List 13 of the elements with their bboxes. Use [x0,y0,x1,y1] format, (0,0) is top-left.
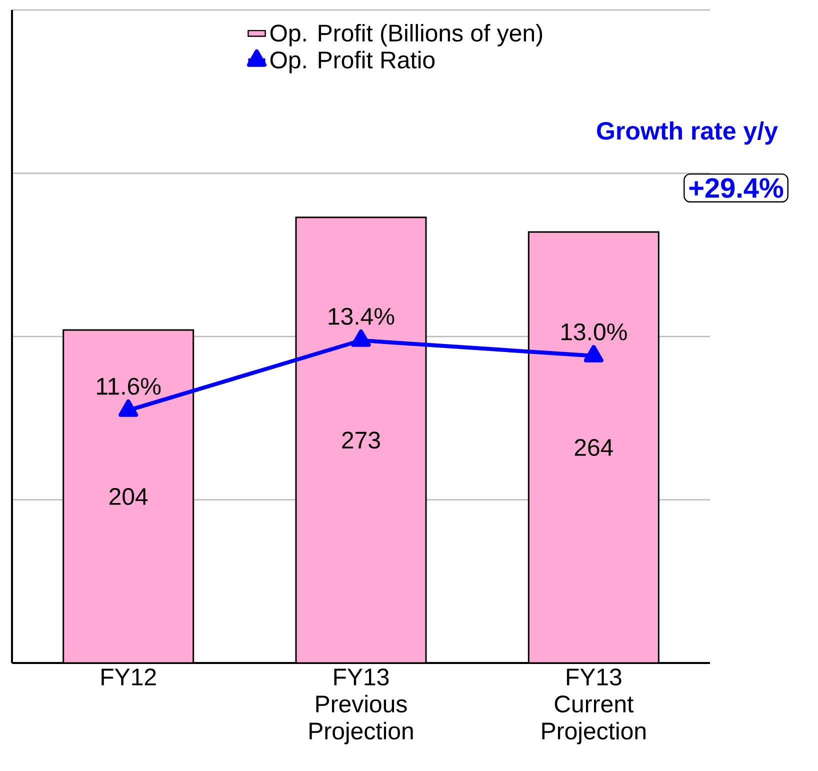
x-tick-label: FY12 [102,668,156,686]
annotation: Growth rate y/y [597,121,778,145]
annotation: +29.4% [689,178,784,198]
data-label: 264 [574,439,613,456]
data-label: 204 [110,488,148,505]
legend-label: Op. Profit (Billions of yen) [270,24,542,46]
data-label: 13.0% [561,323,627,340]
data-label: 13.4% [328,308,394,325]
data-label: 11.6% [97,378,161,395]
x-tick-label: FY13 Current Projection [542,668,646,744]
data-label: 273 [342,432,380,449]
x-tick-label: FY13 Previous Projection [310,668,413,744]
legend-label: Op. Profit Ratio [270,50,435,74]
